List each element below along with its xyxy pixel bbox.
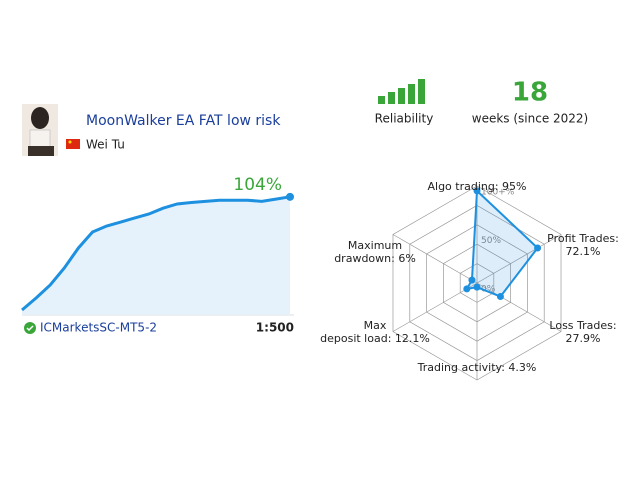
radar-tick-label: 0% — [481, 285, 496, 295]
growth-area — [22, 196, 290, 315]
weeks-label: weeks (since 2022) — [472, 112, 588, 126]
author[interactable]: Wei Tu — [86, 138, 125, 152]
weeks-value: 18 — [512, 78, 548, 108]
growth-end-point — [286, 192, 294, 201]
radar-spoke — [476, 234, 562, 284]
radar-value-label: 6% — [398, 252, 415, 265]
radar-point — [496, 293, 504, 301]
broker[interactable]: ICMarketsSC-MT5-2 — [40, 321, 157, 335]
reliability-label: Reliability — [375, 112, 434, 126]
radar-axis-name: Algo trading: — [427, 180, 502, 193]
radar-point — [473, 187, 481, 195]
radar-axis-label: Trading activity: 4.3% — [417, 361, 537, 374]
radar-axis-name: deposit load: — [320, 332, 395, 345]
radar-area — [464, 188, 539, 298]
flag-star — [68, 140, 72, 144]
growth-line — [21, 195, 291, 312]
radar-axis-name: Maximum — [348, 239, 402, 252]
radar-spoke — [476, 282, 562, 332]
radar-axis-name: Trading activity: — [417, 361, 509, 374]
radar-axis-label: Profit Trades: 72.1% — [547, 232, 619, 258]
radar-point — [534, 244, 542, 252]
leverage: 1:500 — [256, 321, 294, 335]
radar-tick-label: 100+% — [481, 188, 515, 198]
growth-label: 104% — [233, 175, 282, 195]
radar-axis-label: Maximum drawdown: 6% — [334, 239, 416, 265]
radar-point — [473, 283, 481, 291]
radar-spoke — [392, 282, 478, 332]
radar-value-label: 12.1% — [395, 332, 430, 345]
radar-axis-label: Algo trading: 95% — [427, 180, 526, 193]
radar-tick-label: 50% — [481, 236, 501, 246]
radar-axis-name: Profit Trades: — [547, 232, 619, 245]
radar-axis-label: Loss Trades: 27.9% — [549, 319, 616, 345]
radar-point — [463, 285, 471, 293]
flag — [66, 139, 80, 149]
avatar — [22, 104, 58, 156]
radar-value-label: 27.9% — [566, 332, 601, 345]
radar-axis-name: Loss Trades: — [549, 319, 616, 332]
radar-value-label: 72.1% — [566, 245, 601, 258]
radar-spoke — [392, 234, 478, 284]
radar-point — [468, 276, 476, 284]
radar-value-label: 95% — [502, 180, 526, 193]
radar-axis-name: drawdown: — [334, 252, 398, 265]
radar-value-label: 4.3% — [508, 361, 536, 374]
signal-title[interactable]: MoonWalker EA FAT low risk — [86, 113, 281, 129]
reliability-icon — [378, 79, 425, 104]
radar-axis-name: Max — [364, 319, 387, 332]
radar-axis-label: Max deposit load: 12.1% — [320, 319, 430, 345]
